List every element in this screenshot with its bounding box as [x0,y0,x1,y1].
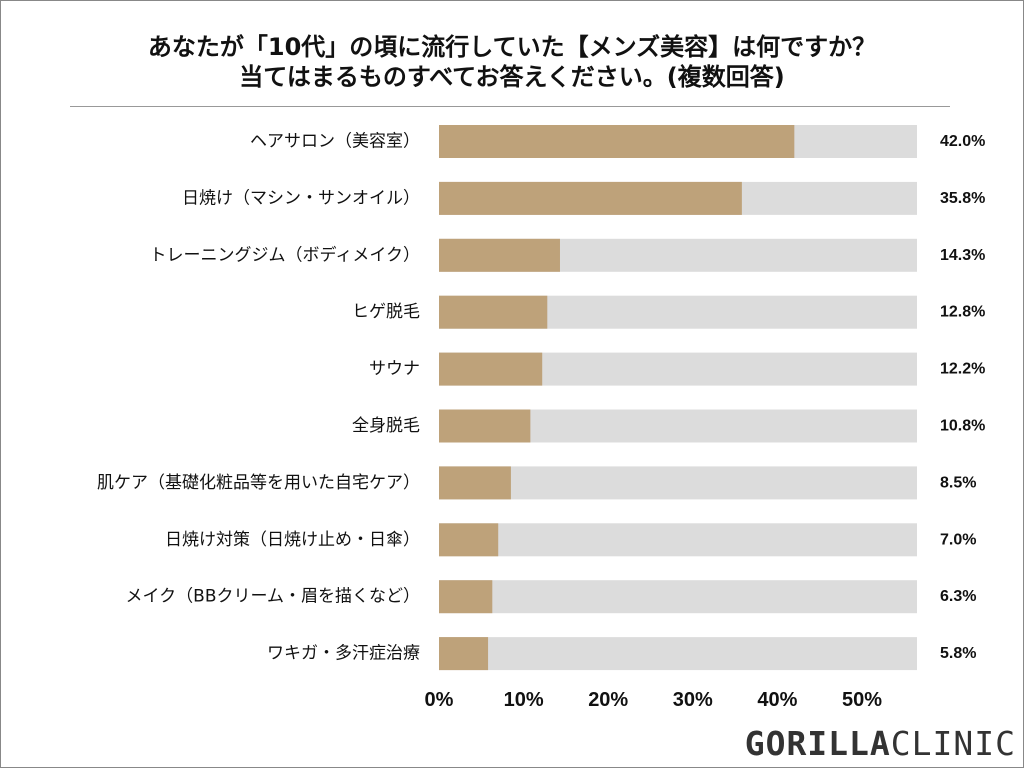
category-label: 日焼け対策（日焼け止め・日傘） [165,530,420,550]
logo-light-text: CLINIC [890,724,1016,763]
bar [439,637,489,671]
value-label: 42.0% [940,133,985,150]
value-label: 12.2% [940,361,985,378]
bar-track [439,466,917,500]
value-label: 35.8% [940,190,985,207]
bar [439,352,543,386]
value-label: 8.5% [940,474,976,491]
category-label: ワキガ・多汗症治療 [267,644,420,664]
bar [439,523,499,557]
x-tick-label: 0% [425,689,454,711]
category-label: 肌ケア（基礎化粧品等を用いた自宅ケア） [97,473,420,493]
bar [439,409,531,443]
bar-track [439,580,917,614]
bar [439,125,795,158]
value-label: 7.0% [940,531,976,548]
value-label: 10.8% [940,418,985,435]
value-label: 5.8% [940,645,976,662]
bar [439,466,511,500]
bar-track [439,637,917,671]
category-label: 全身脱毛 [352,416,420,436]
title-line-1: あなたが「10代」の頃に流行していた【メンズ美容】は何ですか？ [147,33,877,61]
value-label: 14.3% [940,247,985,264]
chart-title: あなたが「10代」の頃に流行していた【メンズ美容】は何ですか？ 当てはまるものす… [0,32,1024,92]
value-label: 6.3% [940,588,976,605]
category-label: ヘアサロン（美容室） [250,132,420,152]
category-label: メイク（BBクリーム・眉を描くなど） [126,587,420,607]
value-label: 12.8% [940,304,985,321]
category-label: サウナ [369,359,420,379]
x-tick-label: 30% [673,689,713,711]
x-tick-label: 10% [504,689,544,711]
category-label: ヒゲ脱毛 [352,302,420,322]
x-tick-label: 40% [757,689,797,711]
category-label: 日焼け（マシン・サンオイル） [182,188,420,208]
bar [439,580,493,614]
x-tick-label: 20% [588,689,628,711]
x-tick-label: 50% [842,689,882,711]
gorilla-clinic-logo: GORILLACLINIC [745,726,1016,762]
title-line-2: 当てはまるものすべてお答えください。(複数回答) [239,63,785,91]
bar [439,295,548,329]
logo-bold-text: GORILLA [744,724,891,763]
bar-track [439,523,917,557]
category-label: トレーニングジム（ボディメイク） [150,244,420,265]
bar [439,238,560,272]
bar [439,181,742,215]
title-divider [70,106,950,107]
